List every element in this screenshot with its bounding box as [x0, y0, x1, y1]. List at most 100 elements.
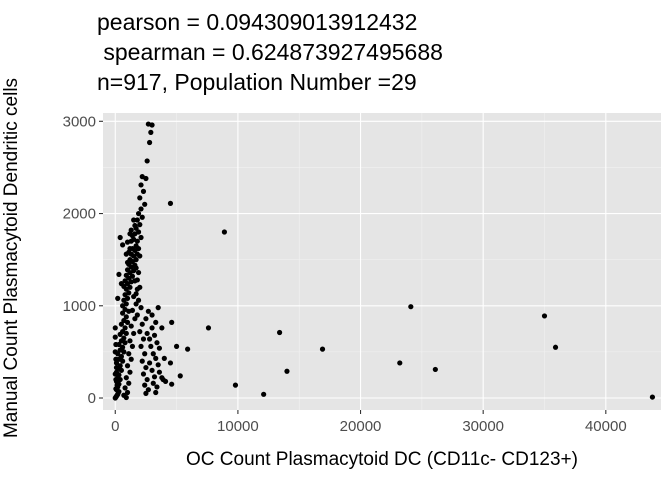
data-point: [115, 295, 121, 301]
data-point: [541, 313, 548, 319]
data-point: [649, 394, 656, 400]
data-point: [205, 325, 212, 331]
data-point: [113, 364, 120, 371]
data-point: [135, 245, 142, 252]
data-point: [133, 291, 139, 297]
data-point: [138, 206, 144, 212]
data-point: [131, 217, 137, 223]
x-tick-label: 10000: [217, 418, 259, 435]
data-point: [124, 363, 131, 369]
data-point: [145, 387, 151, 393]
data-point: [139, 214, 145, 220]
data-point: [122, 278, 128, 284]
data-point: [151, 332, 158, 338]
data-point: [148, 343, 154, 349]
data-point: [124, 389, 131, 396]
data-point: [118, 367, 124, 373]
data-point: [138, 343, 144, 349]
data-point: [124, 267, 131, 273]
data-point: [133, 301, 139, 307]
y-axis: 0 1000 2000 3000: [63, 113, 103, 407]
data-point: [221, 229, 228, 235]
gridlines: [103, 113, 661, 410]
y-tick-label: 1000: [63, 298, 96, 315]
data-point: [167, 200, 174, 206]
data-point: [123, 375, 129, 381]
data-point: [122, 292, 128, 298]
chart-title: pearson = 0.094309013912432 spearman = 0…: [97, 9, 443, 95]
data-point: [127, 369, 133, 375]
data-point: [144, 158, 150, 164]
data-point: [232, 382, 239, 388]
data-point: [137, 195, 143, 201]
plot-panel: [103, 113, 661, 410]
data-point: [140, 188, 147, 194]
data-point: [131, 330, 137, 337]
data-point: [142, 201, 148, 207]
data-point: [144, 376, 150, 383]
data-point: [149, 325, 155, 331]
title-line-spearman: spearman = 0.624873927495688: [97, 39, 443, 65]
data-point: [113, 376, 119, 383]
data-point: [151, 374, 158, 380]
data-point: [552, 344, 559, 350]
data-point: [142, 382, 148, 388]
data-point: [128, 356, 134, 362]
data-point: [124, 259, 131, 266]
data-point: [128, 238, 134, 244]
data-point: [118, 321, 124, 327]
data-point: [177, 373, 183, 379]
data-point: [138, 182, 144, 188]
data-point: [173, 343, 180, 349]
data-point: [261, 391, 267, 397]
data-point: [139, 358, 145, 364]
data-point: [113, 341, 119, 348]
data-point: [135, 297, 142, 303]
data-point: [134, 217, 140, 223]
data-point: [143, 390, 149, 396]
data-point: [277, 329, 283, 336]
data-point: [397, 360, 403, 366]
data-point: [139, 321, 145, 327]
data-point: [123, 330, 129, 337]
data-point: [112, 325, 118, 331]
data-point: [128, 227, 134, 233]
data-point: [148, 129, 154, 135]
data-point: [156, 345, 163, 351]
y-axis-label: Manual Count Plasmacytoid Dendritic cell…: [1, 78, 22, 438]
data-point: [129, 343, 136, 349]
x-axis-label: OC Count Plasmacytoid DC (CD11c- CD123+): [186, 449, 578, 470]
data-point: [135, 210, 142, 217]
y-tick-label: 3000: [63, 113, 96, 130]
data-point: [140, 371, 147, 377]
x-axis: 0 10000 20000 30000 40000: [111, 410, 627, 435]
data-point: [147, 360, 153, 366]
data-point: [124, 319, 131, 325]
data-point: [432, 366, 438, 373]
data-point: [145, 308, 151, 314]
data-point: [120, 358, 126, 364]
data-point: [126, 380, 132, 386]
data-point: [126, 351, 132, 357]
data-point: [149, 367, 155, 373]
data-point: [149, 122, 155, 128]
data-point: [132, 316, 138, 322]
data-point: [167, 360, 174, 366]
y-tick-label: 2000: [63, 206, 96, 223]
data-point: [112, 371, 118, 377]
data-point: [116, 271, 122, 278]
data-point: [118, 281, 124, 287]
data-point: [147, 336, 153, 342]
data-point: [135, 269, 142, 276]
data-point: [319, 346, 326, 352]
data-point: [138, 234, 144, 241]
data-point: [156, 369, 163, 375]
data-point: [122, 325, 128, 331]
data-point: [137, 284, 143, 290]
x-tick-label: 0: [111, 418, 119, 435]
data-point: [169, 319, 175, 325]
data-point: [133, 265, 139, 271]
data-point: [134, 277, 140, 283]
data-point: [408, 304, 414, 310]
